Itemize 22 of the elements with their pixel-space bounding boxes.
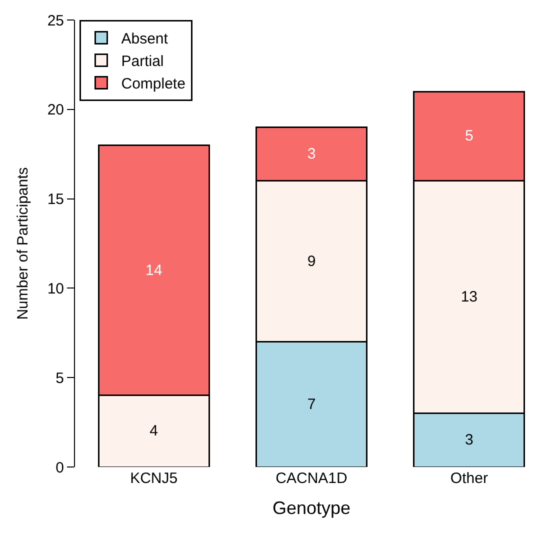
legend-label: Partial [121,53,164,70]
data-label: 14 [145,262,162,279]
data-label: 3 [464,432,474,449]
y-tick-label: 15 [47,191,64,208]
x-tick-label: KCNJ5 [130,470,178,487]
y-tick-label: 25 [47,12,64,30]
y-tick-label: 5 [56,370,64,387]
data-label: 13 [460,288,478,306]
data-label: 9 [307,252,316,270]
legend-label: Absent [121,30,169,48]
x-tick-label: Other [450,470,488,487]
x-tick-label: CACNA1D [276,470,348,487]
y-tick-label: 20 [47,102,64,119]
data-label: 7 [307,396,316,413]
data-label: 3 [307,146,316,163]
data-label: 5 [464,128,474,145]
x-axis-title: Genotype [272,498,351,518]
legend-label: Complete [121,76,186,93]
y-tick-label: 10 [47,280,64,298]
y-axis-title: Number of Participants [14,167,32,320]
y-tick-label: 0 [56,459,64,476]
data-label: 4 [150,422,158,440]
